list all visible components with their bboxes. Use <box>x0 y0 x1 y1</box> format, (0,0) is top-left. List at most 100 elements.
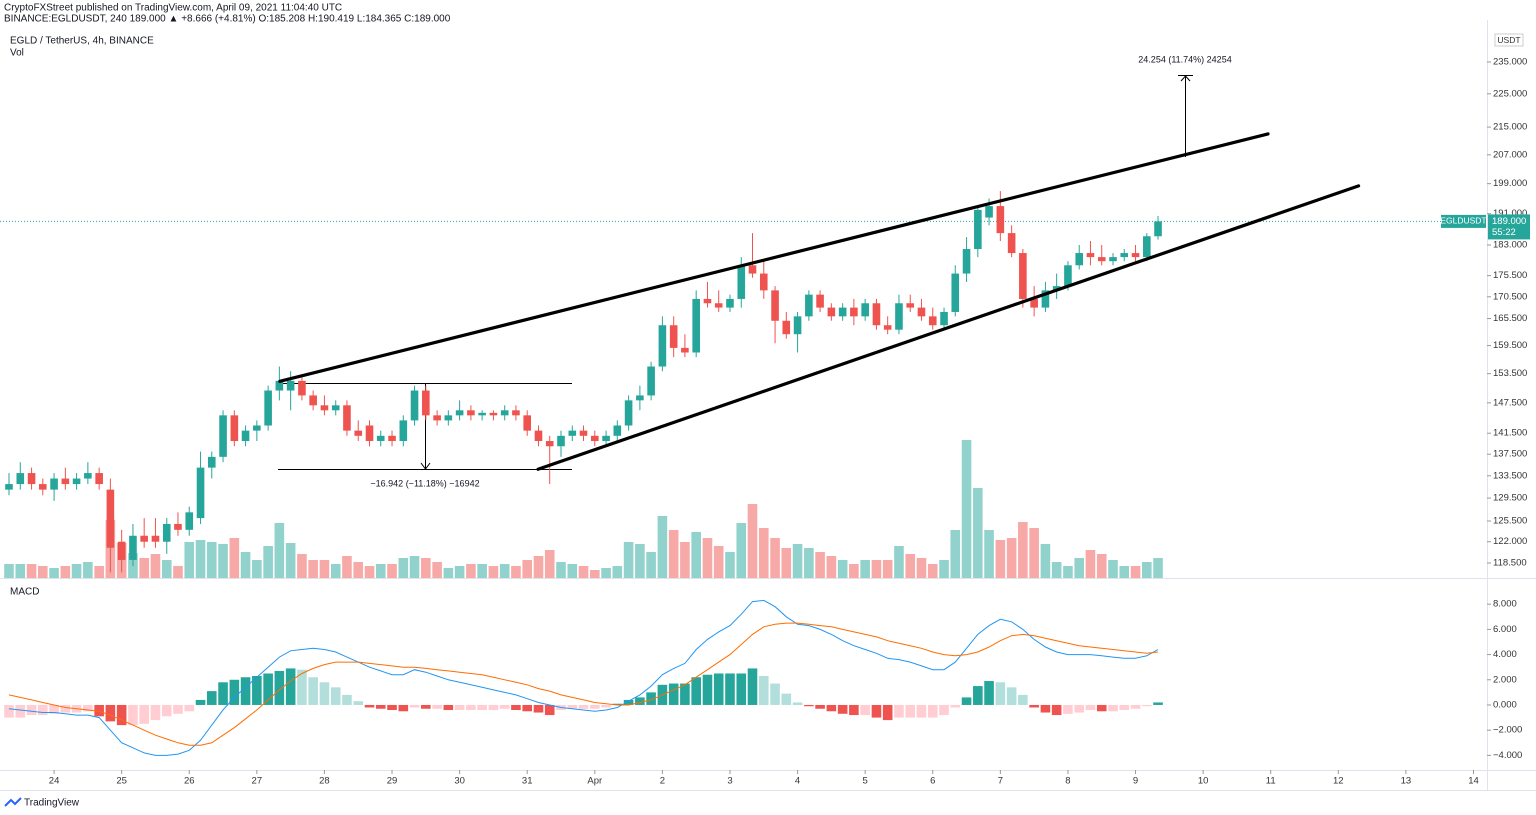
candle-body <box>354 430 363 436</box>
macd-histogram-bar <box>1096 704 1107 712</box>
range-measure-up <box>1178 75 1193 157</box>
x-tick-label: Apr <box>587 776 602 787</box>
volume-bar <box>128 553 138 578</box>
macd-histogram-bar <box>1051 704 1062 716</box>
volume-bar <box>1119 566 1130 578</box>
candle-body <box>714 303 723 308</box>
candle-body <box>1041 290 1050 308</box>
y-tick-label: 225.000 <box>1493 88 1527 99</box>
macd-histogram-bar <box>623 699 634 705</box>
volume-bar <box>882 560 893 578</box>
x-tick-label: 12 <box>1333 776 1344 787</box>
candle-body <box>838 307 847 317</box>
volume-bar <box>1006 538 1017 578</box>
candle-body <box>264 390 272 426</box>
measure-label: 24.254 (11.74%) 24254 <box>1138 54 1231 64</box>
candle-body <box>545 441 554 447</box>
macd-histogram-bar <box>1108 704 1118 712</box>
candle-body <box>861 303 869 317</box>
y-tick-label: 137.500 <box>1493 449 1527 460</box>
volume-bar <box>252 560 262 578</box>
candle-body <box>1143 236 1151 258</box>
volume-bar <box>94 566 104 578</box>
volume-bar <box>927 564 938 578</box>
candle-body <box>230 415 239 442</box>
volume-bar <box>1142 562 1152 578</box>
macd-histogram-bar <box>319 682 330 705</box>
y-tick-label: 235.000 <box>1493 57 1527 68</box>
macd-histogram-bar <box>477 704 487 711</box>
y-tick-label: 6.000 <box>1493 624 1517 635</box>
volume-bar <box>1040 544 1051 578</box>
volume-bar <box>116 543 127 578</box>
y-tick-label: 122.000 <box>1493 536 1527 547</box>
volume-bar <box>916 558 927 578</box>
publisher: CryptoFXStreet published on TradingView.… <box>4 3 342 14</box>
candle-body <box>512 410 520 416</box>
macd-histogram-bar <box>544 704 555 716</box>
volume-bar <box>15 564 26 578</box>
x-tick-label: 5 <box>863 776 868 787</box>
x-tick-label: 7 <box>998 776 1003 787</box>
y-tick-label: 129.500 <box>1493 493 1527 504</box>
macd-histogram-bar <box>804 704 814 707</box>
x-tick-label: 29 <box>387 776 398 787</box>
macd-histogram-bar <box>961 697 972 705</box>
candle-body <box>591 435 599 442</box>
volume-bar <box>421 558 431 578</box>
candle-body <box>444 415 453 421</box>
macd-histogram-bar <box>26 704 37 716</box>
volume-bar <box>680 542 690 578</box>
macd-histogram-bar <box>837 704 848 714</box>
candle-body <box>50 478 58 490</box>
macd-histogram-bar <box>398 704 409 712</box>
macd-histogram-bar <box>49 704 59 714</box>
macd-histogram-bar <box>274 670 285 705</box>
macd-histogram-bar <box>533 704 544 713</box>
macd-histogram-bar <box>218 682 228 705</box>
volume-bar <box>1074 558 1085 578</box>
macd-histogram-bar <box>916 704 927 718</box>
countdown-label: 55:22 <box>1492 227 1516 238</box>
macd-histogram-bar <box>725 673 735 705</box>
candle-body <box>827 307 836 317</box>
volume-bar <box>60 566 71 578</box>
volume-bar <box>792 544 803 578</box>
volume-bar <box>758 528 769 578</box>
volume-bar <box>635 544 645 578</box>
candle-body <box>816 294 824 308</box>
candle-body <box>692 298 700 353</box>
x-tick-label: 26 <box>184 776 195 787</box>
macd-histogram-bar <box>488 704 499 711</box>
candle-body <box>996 206 1005 234</box>
symbol-tag <box>1441 214 1486 228</box>
macd-histogram-bar <box>15 704 26 718</box>
volume-bar <box>285 543 296 578</box>
volume-bar <box>736 523 747 578</box>
volume-bar <box>871 560 882 578</box>
volume-bar <box>1063 566 1073 578</box>
candle-body <box>985 206 993 218</box>
volume-bar <box>939 560 949 578</box>
macd-histogram-bar <box>409 704 420 708</box>
volume-bar <box>1130 566 1141 578</box>
volume-bar <box>950 530 961 578</box>
volume-bar <box>184 542 195 578</box>
macd-histogram-bar <box>263 673 273 705</box>
candle-body <box>129 535 137 560</box>
volume-bar <box>691 532 701 578</box>
macd-histogram-bar <box>860 704 870 716</box>
x-tick-label: 10 <box>1198 776 1209 787</box>
candle-body <box>624 400 633 426</box>
macd-histogram-bar <box>646 692 656 705</box>
macd-histogram-bar <box>882 704 893 721</box>
trend-line <box>536 184 1361 471</box>
macd-histogram-bar <box>680 683 690 705</box>
macd-histogram-bar <box>387 704 397 711</box>
macd-histogram-bar <box>37 704 48 716</box>
macd-histogram-bar <box>94 704 104 717</box>
candle-body <box>455 410 464 416</box>
volume-bar <box>342 556 352 578</box>
macd-histogram-bar <box>668 683 679 705</box>
macd-histogram-bar <box>421 704 431 709</box>
